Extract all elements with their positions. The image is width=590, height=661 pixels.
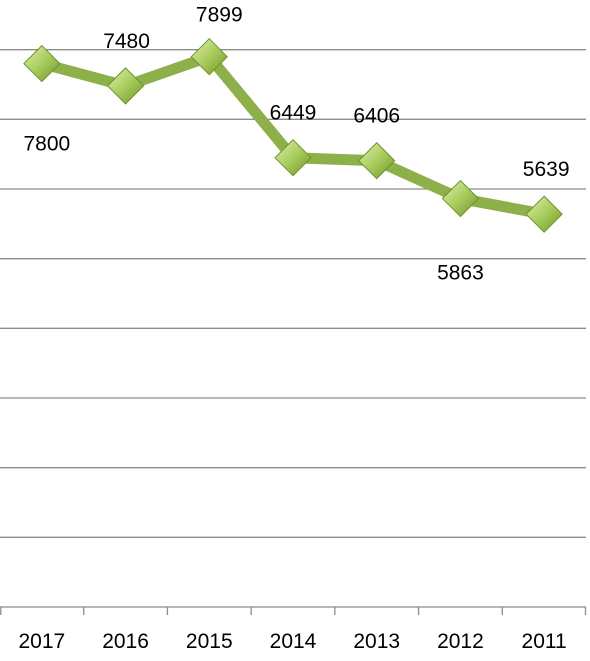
x-tick-label-2015: 2015 <box>186 630 233 653</box>
data-label-2015: 7899 <box>196 4 243 27</box>
x-tick-label-2011: 2011 <box>522 630 567 653</box>
data-label-2012: 5863 <box>437 262 484 285</box>
gridlines <box>0 49 586 538</box>
x-tick-label-2017: 2017 <box>18 630 65 653</box>
x-tick-label-2012: 2012 <box>437 630 484 653</box>
data-labels: 7800 7480 7899 6449 6406 5863 5639 <box>23 4 569 285</box>
x-tick-label-2016: 2016 <box>102 630 149 653</box>
data-label-2011: 5639 <box>523 158 570 181</box>
marker-2014 <box>274 139 312 177</box>
series-markers <box>23 37 563 233</box>
data-label-2013: 6406 <box>353 105 400 128</box>
data-label-2016: 7480 <box>103 30 150 53</box>
marker-2013 <box>358 142 396 180</box>
data-label-2014: 6449 <box>270 102 317 125</box>
marker-2017 <box>23 44 61 83</box>
marker-2016 <box>106 67 145 105</box>
marker-2015 <box>190 37 228 76</box>
x-axis: 2017 2016 2015 2014 2013 2012 2011 <box>0 606 587 653</box>
x-tick-label-2014: 2014 <box>270 630 317 653</box>
marker-2011 <box>525 195 563 233</box>
marker-2012 <box>441 179 480 218</box>
x-tick-label-2013: 2013 <box>353 630 400 653</box>
data-label-2017: 7800 <box>23 133 70 156</box>
